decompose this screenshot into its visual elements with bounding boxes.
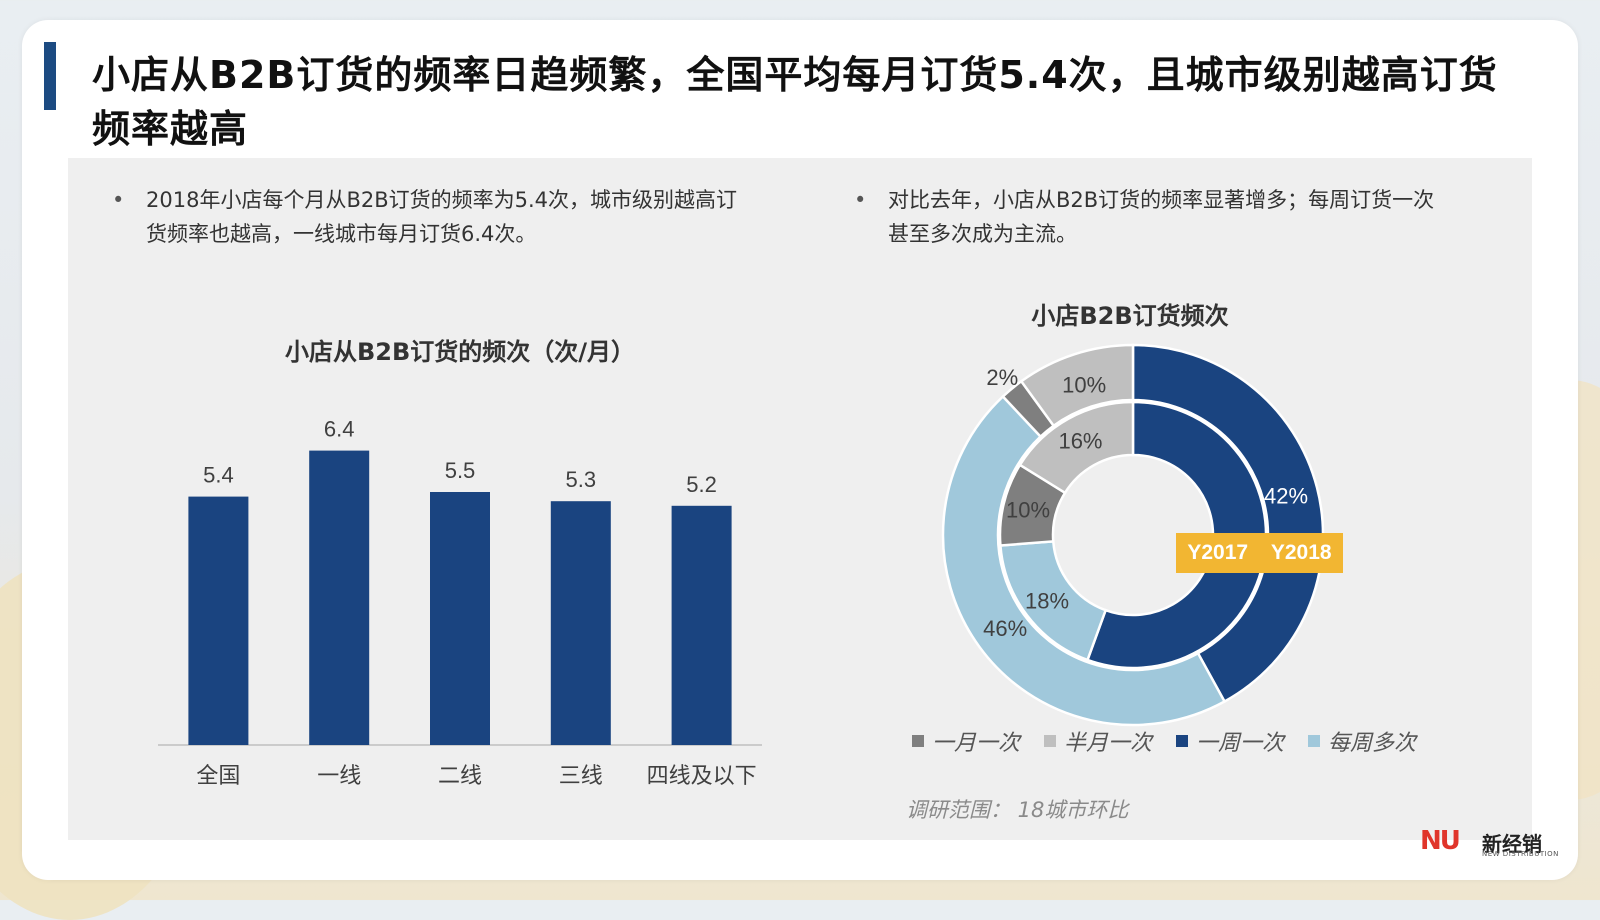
logo-cn: 新经销 <box>1482 832 1542 856</box>
legend-item-multiweekly: 每周多次 <box>1308 725 1416 757</box>
bar-value-label: 5.3 <box>566 467 597 492</box>
title-accent-bar <box>44 42 56 110</box>
bar-category-label: 四线及以下 <box>647 764 757 789</box>
bar-value-label: 6.4 <box>324 417 355 442</box>
logo-en: NEW DISTRIBUTION <box>1482 850 1559 858</box>
bar-category-label: 二线 <box>438 764 482 789</box>
donut-label: 2% <box>986 365 1018 390</box>
bar-value-label: 5.2 <box>686 472 717 497</box>
bar-3 <box>550 501 611 745</box>
legend-swatch <box>1308 735 1321 747</box>
bullet-left-text: 2018年小店每个月从B2B订货的频率为5.4次，城市级别越高订货频率也越高，一… <box>146 188 738 246</box>
logo-mark: NU <box>1420 826 1461 856</box>
bullet-right-text: 对比去年，小店从B2B订货的频率显著增多；每周订货一次甚至多次成为主流。 <box>888 188 1435 246</box>
legend-label: 每周多次 <box>1328 731 1417 756</box>
page-title: 小店从B2B订货的频率日趋频繁，全国平均每月订货5.4次，且城市级别越高订货频率… <box>92 53 1498 151</box>
donut-label: 42% <box>1264 484 1308 509</box>
bullet-dot: • <box>854 188 867 212</box>
charts-canvas: 5.4全国6.4一线5.5二线5.3三线5.2四线及以下42%46%2%10%5… <box>158 343 1325 789</box>
legend-swatch <box>912 735 924 747</box>
bullet-left: • 2018年小店每个月从B2B订货的频率为5.4次，城市级别越高订货频率也越高… <box>112 183 756 251</box>
donut-label: 10% <box>1006 498 1050 523</box>
donut-chart-title: 小店B2B订货频次 <box>1031 302 1229 330</box>
bar-chart-title: 小店从B2B订货的频次（次/月） <box>284 338 636 366</box>
bar-category-label: 三线 <box>559 764 603 789</box>
bullet-dot: • <box>112 188 125 212</box>
legend-swatch <box>1044 735 1057 747</box>
bar-2 <box>430 492 490 745</box>
donut-legend: 一月一次 半月一次 一周一次 每周多次 <box>912 726 1416 756</box>
legend-item-weekly: 一周一次 <box>1176 725 1284 757</box>
brand-logo: NU 新经销 NEW DISTRIBUTION <box>1420 826 1560 860</box>
donut-outer-slice-1 <box>1019 343 1135 428</box>
year-tag-2018: Y2018 <box>1270 541 1332 564</box>
donut-label: 16% <box>1058 429 1102 454</box>
legend-label: 一周一次 <box>1196 731 1285 756</box>
donut-label: 10% <box>1062 373 1106 398</box>
year-tag: Y2017 Y2018 <box>1176 533 1343 573</box>
donut-label: 46% <box>983 616 1027 641</box>
bullet-right: • 对比去年，小店从B2B订货的频率显著增多；每周订货一次甚至多次成为主流。 <box>854 183 1448 251</box>
bar-4 <box>671 505 732 745</box>
year-tag-2017: Y2017 <box>1187 541 1249 564</box>
survey-note: 调研范围： 18城市环比 <box>906 798 1129 822</box>
bar-value-label: 5.5 <box>445 458 476 483</box>
donut-outer-slice-3 <box>941 394 1227 727</box>
donut-inner-slice-1 <box>1018 400 1135 495</box>
bar-category-label: 一线 <box>317 764 361 789</box>
legend-label: 一月一次 <box>932 731 1021 756</box>
legend-item-monthly: 一月一次 <box>912 725 1020 757</box>
bar-category-label: 全国 <box>196 764 240 789</box>
bar-0 <box>188 496 249 745</box>
donut-inner-slice-2 <box>1085 400 1268 670</box>
legend-label: 半月一次 <box>1064 731 1153 756</box>
legend-item-halfmonth: 半月一次 <box>1044 725 1152 757</box>
legend-swatch <box>1176 735 1189 747</box>
donut-label: 18% <box>1025 588 1069 613</box>
bar-value-label: 5.4 <box>203 463 234 488</box>
bar-1 <box>309 450 370 745</box>
donut-outer-slice-2 <box>1131 343 1325 704</box>
